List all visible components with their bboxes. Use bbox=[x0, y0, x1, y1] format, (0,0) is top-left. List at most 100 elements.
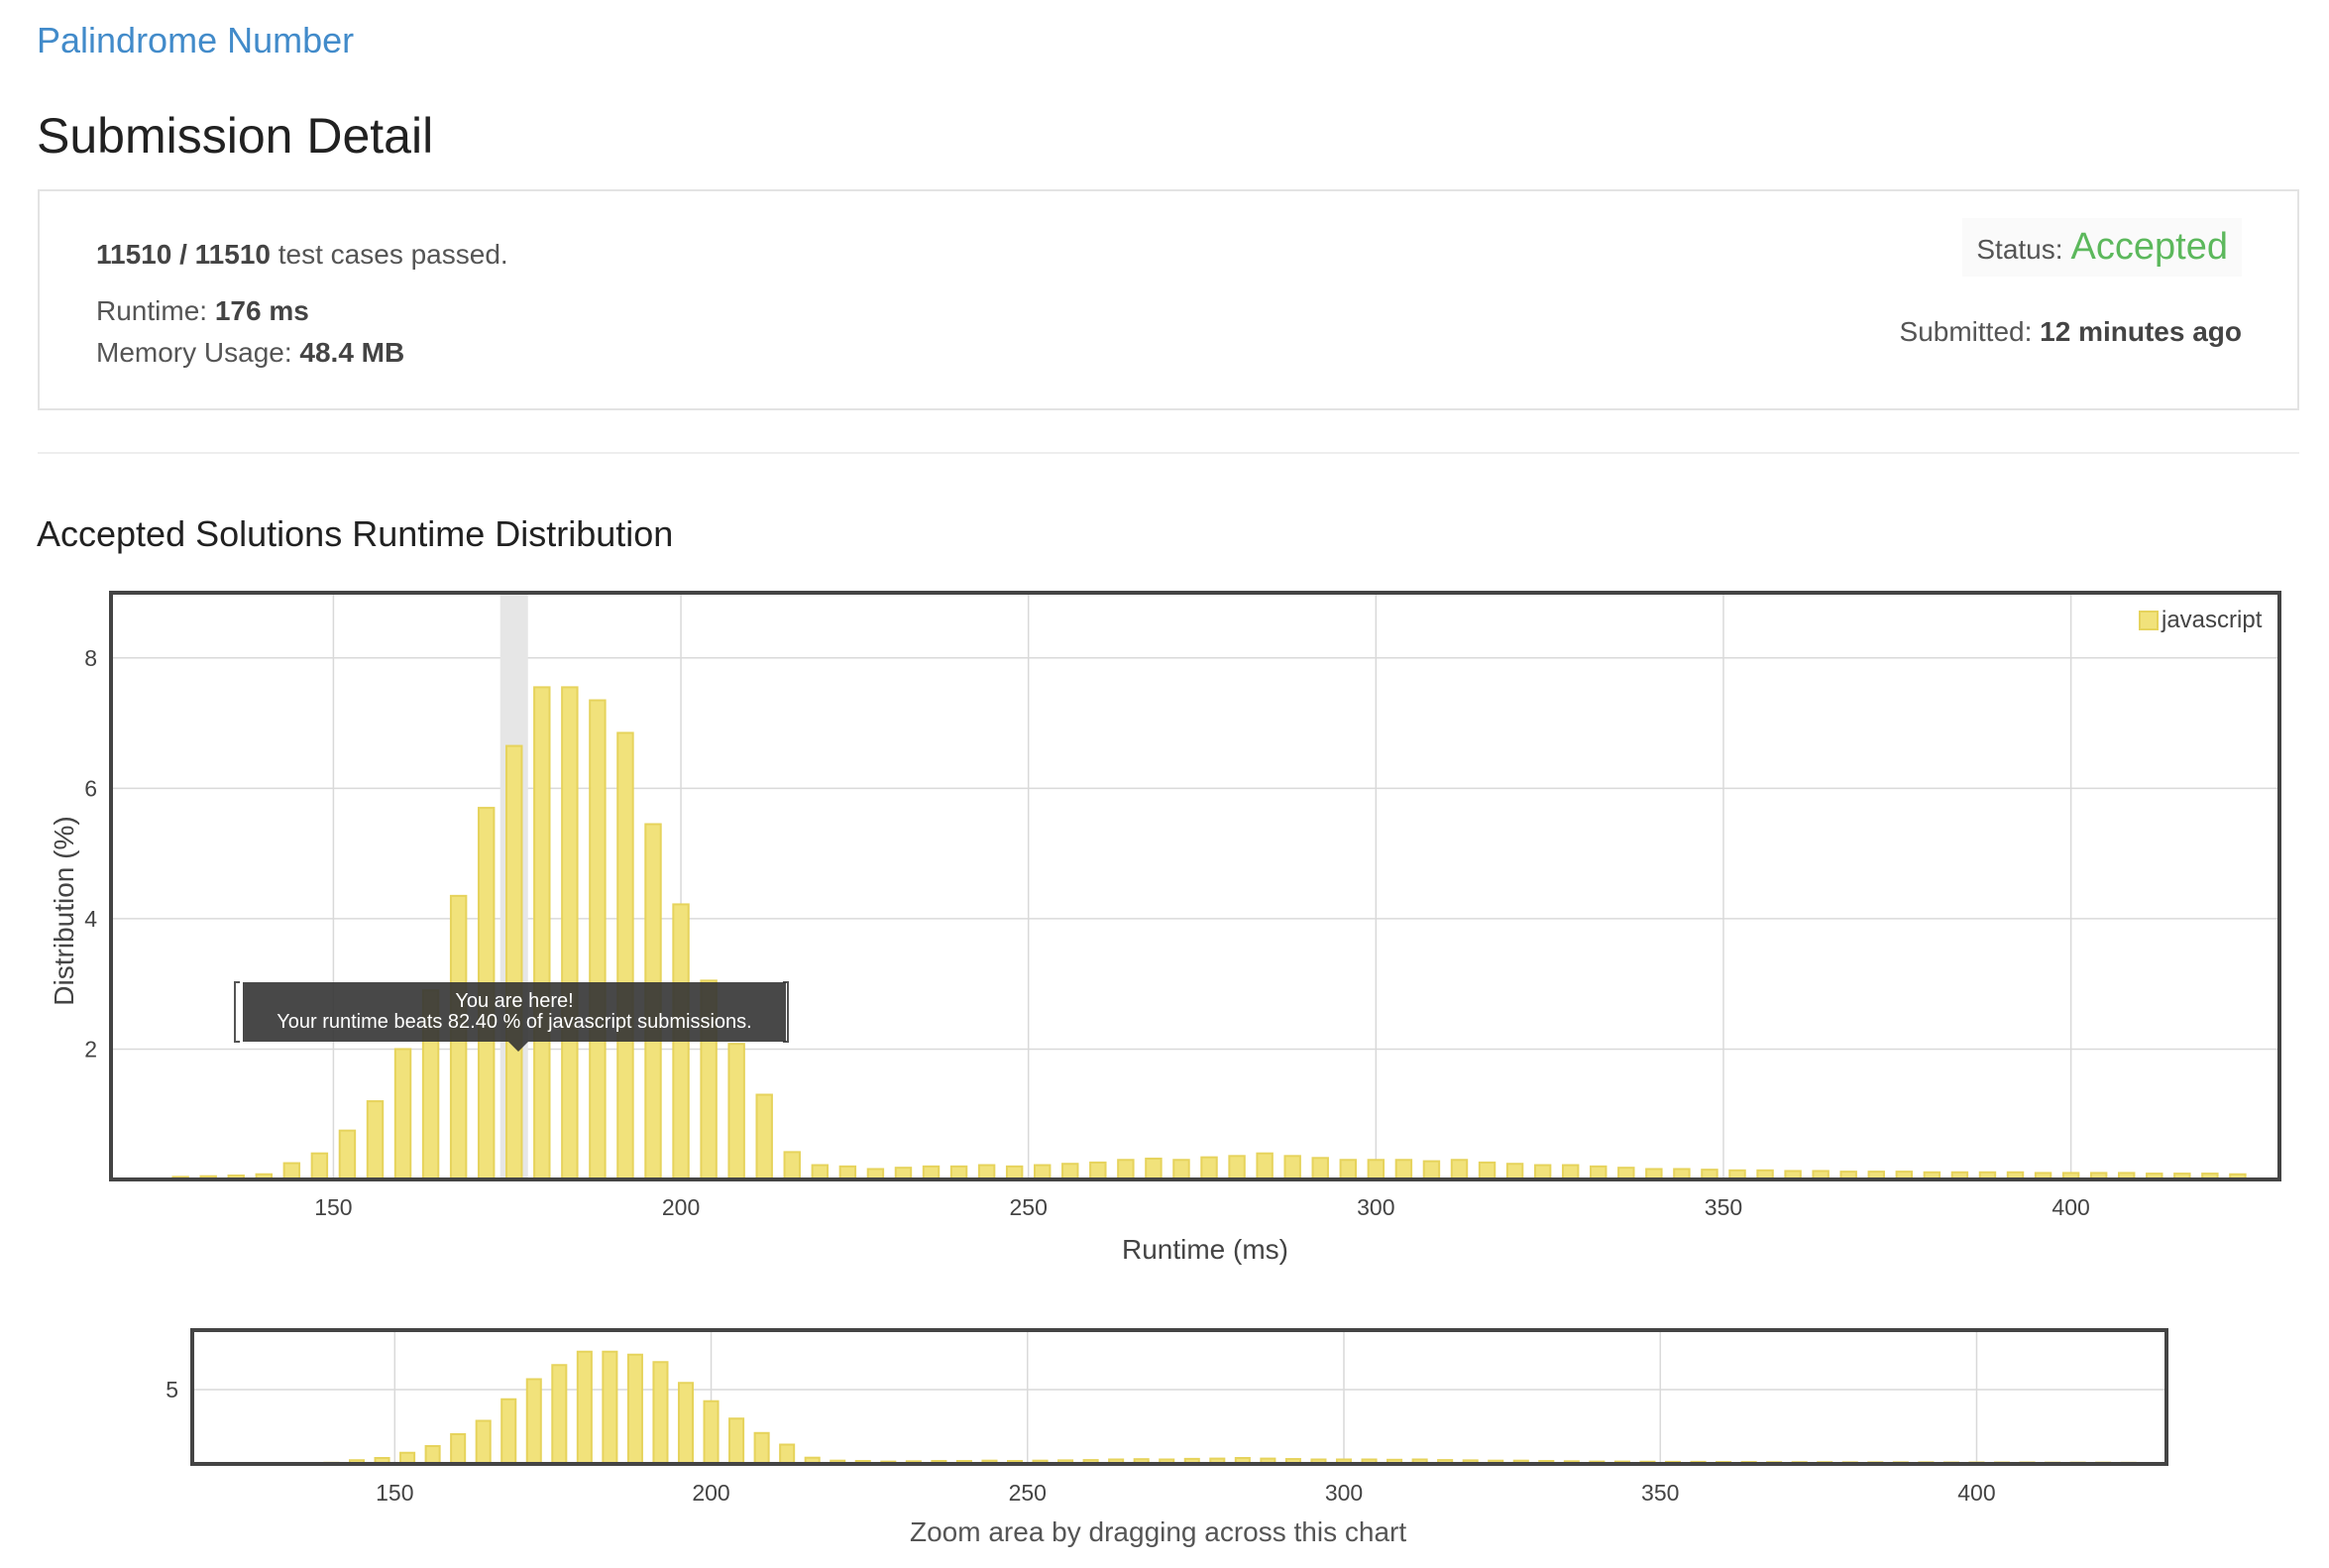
main-y-tick-label: 2 bbox=[84, 1036, 97, 1062]
main-bar bbox=[1339, 1159, 1357, 1181]
status-box: Status: Accepted bbox=[1962, 218, 2242, 277]
main-chart: 150 200 250 300 350 400 2 4 6 8 Runtime (ms) Distri… bbox=[49, 591, 2281, 1265]
x-axis-title: Runtime (ms) bbox=[1122, 1234, 1288, 1265]
main-bar bbox=[393, 1048, 412, 1181]
navigator-x-tick-label: 150 bbox=[376, 1480, 413, 1506]
main-x-tick-label: 150 bbox=[314, 1194, 352, 1220]
main-bar bbox=[672, 903, 690, 1180]
main-bar bbox=[1422, 1160, 1441, 1181]
navigator-bar bbox=[500, 1398, 517, 1465]
test-cases-count: 11510 / 11510 bbox=[96, 239, 271, 270]
zoom-caption: Zoom area by dragging across this chart bbox=[910, 1516, 1407, 1547]
main-bar bbox=[1505, 1163, 1524, 1181]
status-label: Status: bbox=[1976, 234, 2063, 265]
navigator-y-tick-label: 5 bbox=[166, 1377, 178, 1402]
navigator-x-tick-label: 250 bbox=[1009, 1480, 1047, 1506]
main-bar bbox=[727, 1043, 745, 1181]
main-bar bbox=[338, 1129, 357, 1180]
main-bar bbox=[366, 1100, 385, 1180]
navigator-chart: 150 200 250 300 350 400 5 bbox=[166, 1328, 2168, 1506]
navigator-x-tick-label: 350 bbox=[1641, 1480, 1679, 1506]
navigator-bar bbox=[525, 1378, 542, 1465]
navigator-bar bbox=[475, 1419, 492, 1465]
memory-value: 48.4 MB bbox=[299, 337, 405, 368]
navigator-x-tick-label: 400 bbox=[1957, 1480, 1995, 1506]
main-bar bbox=[1311, 1157, 1329, 1181]
navigator-bar bbox=[677, 1382, 695, 1465]
section-title: Accepted Solutions Runtime Distribution bbox=[37, 513, 674, 554]
navigator-bar bbox=[602, 1350, 618, 1465]
main-bar bbox=[1145, 1157, 1163, 1181]
navigator-x-tick-label: 300 bbox=[1325, 1480, 1363, 1506]
runtime-label: Runtime: bbox=[96, 295, 208, 326]
main-bar bbox=[1561, 1164, 1580, 1181]
submitted-row: Submitted: 12 minutes ago bbox=[1900, 316, 2242, 348]
memory-label: Memory Usage: bbox=[96, 337, 292, 368]
tooltip-bracket-left bbox=[234, 981, 240, 1043]
main-x-tick-label: 200 bbox=[662, 1194, 700, 1220]
main-bar bbox=[1089, 1161, 1107, 1181]
main-bar bbox=[1394, 1159, 1413, 1181]
main-bar bbox=[533, 686, 551, 1181]
navigator-bar bbox=[703, 1400, 720, 1465]
navigator-bar bbox=[753, 1431, 770, 1466]
y-axis-title: Distribution (%) bbox=[49, 816, 79, 1005]
legend-swatch-icon bbox=[2139, 611, 2159, 630]
runtime-row: Runtime: 176 ms bbox=[96, 295, 309, 327]
main-bar bbox=[1367, 1159, 1386, 1181]
main-bar bbox=[1533, 1164, 1552, 1181]
submitted-label: Submitted: bbox=[1899, 316, 2033, 347]
main-bar bbox=[1450, 1159, 1469, 1181]
main-bar bbox=[282, 1162, 301, 1180]
navigator-bar bbox=[652, 1361, 669, 1465]
main-bar bbox=[1034, 1164, 1052, 1181]
navigator-bar bbox=[576, 1350, 593, 1465]
main-bar bbox=[811, 1164, 830, 1181]
main-plot-frame bbox=[109, 591, 2281, 1181]
main-bar bbox=[1256, 1152, 1274, 1180]
main-y-tick-label: 8 bbox=[84, 645, 97, 671]
main-y-tick-label: 4 bbox=[84, 906, 97, 932]
chart-legend[interactable]: javascript bbox=[2139, 607, 2262, 634]
memory-row: Memory Usage: 48.4 MB bbox=[96, 337, 404, 369]
main-bar bbox=[561, 686, 579, 1181]
main-bar bbox=[1200, 1156, 1218, 1180]
navigator-x-tick-label: 200 bbox=[692, 1480, 729, 1506]
main-bar bbox=[1061, 1163, 1079, 1181]
main-bar bbox=[1283, 1155, 1301, 1180]
navigator-bar bbox=[728, 1417, 745, 1465]
navigator-bar bbox=[779, 1443, 796, 1465]
main-x-tick-label: 400 bbox=[2052, 1194, 2089, 1220]
main-x-tick-label: 300 bbox=[1357, 1194, 1394, 1220]
status-value: Accepted bbox=[2070, 226, 2228, 268]
tooltip-bracket-right bbox=[783, 981, 789, 1043]
main-bar bbox=[616, 731, 634, 1181]
main-bar bbox=[977, 1164, 996, 1181]
main-bar bbox=[783, 1151, 801, 1180]
submission-summary-panel: 11510 / 11510 test cases passed. Runtime… bbox=[38, 189, 2299, 410]
divider bbox=[38, 452, 2299, 454]
main-bar bbox=[1478, 1161, 1497, 1181]
main-bar bbox=[310, 1152, 329, 1180]
main-bar bbox=[755, 1093, 773, 1180]
runtime-tooltip: You are here! Your runtime beats 82.40 %… bbox=[243, 982, 786, 1052]
navigator-bar bbox=[551, 1364, 568, 1465]
main-x-tick-label: 250 bbox=[1010, 1194, 1048, 1220]
main-x-tick-label: 350 bbox=[1705, 1194, 1742, 1220]
navigator-bar bbox=[424, 1445, 441, 1465]
main-y-tick-label: 6 bbox=[84, 775, 97, 801]
navigator-bar bbox=[450, 1433, 467, 1465]
main-bar bbox=[1228, 1155, 1246, 1180]
submitted-value: 12 minutes ago bbox=[2040, 316, 2242, 347]
test-cases-summary: 11510 / 11510 test cases passed. bbox=[96, 239, 508, 271]
navigator-plot-frame bbox=[190, 1328, 2168, 1466]
page-title: Submission Detail bbox=[37, 108, 434, 164]
main-bar bbox=[1117, 1159, 1135, 1181]
test-cases-suffix: test cases passed. bbox=[277, 239, 508, 270]
main-bar bbox=[505, 744, 523, 1180]
problem-link[interactable]: Palindrome Number bbox=[37, 20, 355, 60]
main-bar bbox=[589, 699, 607, 1180]
navigator-bar bbox=[626, 1353, 643, 1465]
legend-label: javascript bbox=[2162, 607, 2263, 633]
